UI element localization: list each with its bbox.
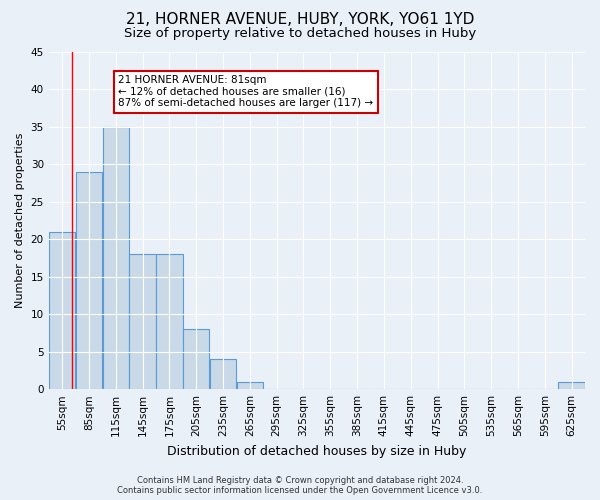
- Bar: [49, 232, 75, 389]
- Bar: [76, 172, 102, 389]
- Bar: [236, 382, 263, 389]
- Bar: [183, 329, 209, 389]
- Text: Contains HM Land Registry data © Crown copyright and database right 2024.
Contai: Contains HM Land Registry data © Crown c…: [118, 476, 482, 495]
- Text: 21, HORNER AVENUE, HUBY, YORK, YO61 1YD: 21, HORNER AVENUE, HUBY, YORK, YO61 1YD: [126, 12, 474, 28]
- Bar: [210, 359, 236, 389]
- Text: Size of property relative to detached houses in Huby: Size of property relative to detached ho…: [124, 28, 476, 40]
- Bar: [103, 126, 129, 389]
- Bar: [130, 254, 156, 389]
- X-axis label: Distribution of detached houses by size in Huby: Distribution of detached houses by size …: [167, 444, 467, 458]
- Y-axis label: Number of detached properties: Number of detached properties: [15, 132, 25, 308]
- Text: 21 HORNER AVENUE: 81sqm
← 12% of detached houses are smaller (16)
87% of semi-de: 21 HORNER AVENUE: 81sqm ← 12% of detache…: [118, 75, 374, 108]
- Bar: [559, 382, 585, 389]
- Bar: [156, 254, 182, 389]
